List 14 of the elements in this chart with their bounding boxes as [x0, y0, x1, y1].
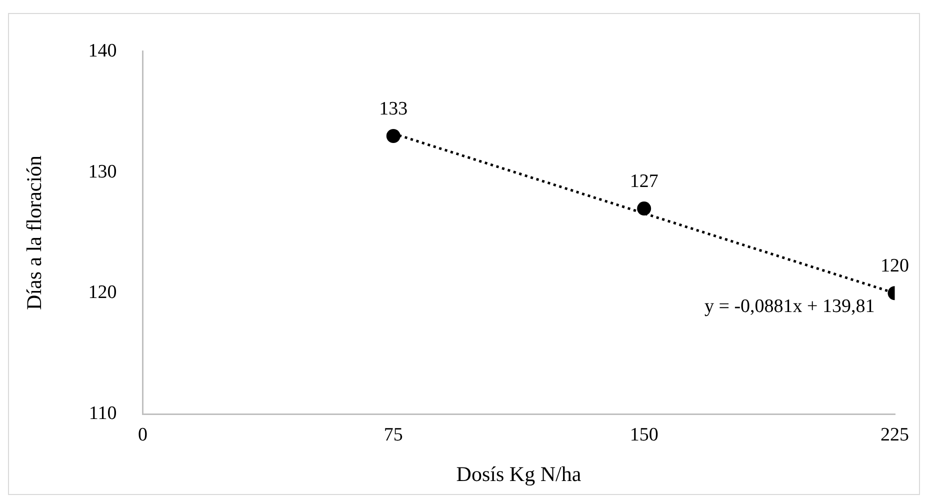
- x-tick-label: 0: [138, 424, 148, 446]
- data-label: 120: [880, 256, 909, 277]
- data-label: 133: [379, 98, 408, 120]
- x-tick-label: 150: [630, 424, 658, 446]
- x-axis-title: Dosís Kg N/ha: [456, 462, 582, 486]
- y-tick-label: 130: [88, 161, 117, 182]
- y-tick-label: 120: [88, 282, 117, 304]
- data-label: 127: [630, 171, 658, 192]
- x-tick-label: 75: [384, 424, 403, 446]
- y-tick-label: 140: [88, 40, 117, 62]
- x-tick-label: 225: [880, 424, 909, 446]
- y-tick-label: 110: [88, 402, 117, 424]
- y-axis-title: Días a la floración: [22, 154, 46, 310]
- annotation: y = -0,0881x + 139,81: [704, 296, 875, 318]
